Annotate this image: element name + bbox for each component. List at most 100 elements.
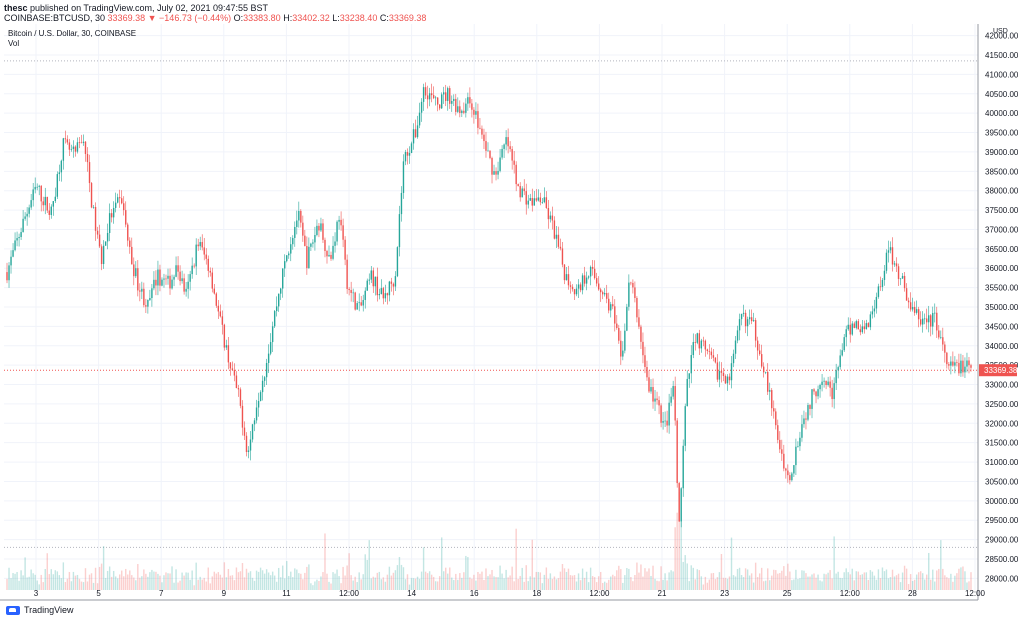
volume-bar — [386, 574, 389, 590]
candle-body — [245, 435, 248, 452]
volume-bar — [455, 573, 457, 590]
volume-bar — [666, 580, 668, 590]
candle-body — [330, 254, 332, 259]
volume-bar — [599, 571, 602, 590]
volume-bar — [284, 578, 286, 590]
candle-body — [589, 266, 592, 277]
volume-bar — [76, 574, 79, 590]
volume-bar — [628, 568, 630, 590]
candle-body — [849, 324, 851, 335]
candle-body — [917, 309, 920, 320]
volume-bar — [112, 570, 115, 590]
footer-brand[interactable]: TradingView — [6, 605, 74, 615]
low-label: L: — [332, 13, 340, 23]
candle-body — [793, 465, 795, 474]
candle-body — [263, 377, 266, 381]
candle-body — [94, 206, 97, 231]
candle-body — [843, 337, 845, 351]
candle-body — [541, 202, 544, 203]
publisher-name: thesc — [4, 3, 28, 13]
candle-body — [306, 246, 308, 269]
candle-body — [360, 302, 362, 306]
volume-bar — [924, 579, 926, 590]
candle-body — [426, 95, 429, 100]
volume-bar — [388, 566, 391, 590]
y-tick-label: 38000.00 — [985, 187, 1019, 196]
candle-body — [352, 292, 354, 294]
candle-body — [223, 324, 226, 348]
volume-bar — [82, 582, 85, 590]
candle-body — [275, 306, 278, 312]
candle-body — [340, 219, 342, 226]
volume-bar — [418, 578, 421, 590]
candle-body — [706, 349, 709, 352]
volume-bar — [849, 574, 851, 590]
last-price-label-bg — [979, 364, 1017, 377]
candle-body — [809, 405, 811, 409]
candle-body — [443, 92, 445, 95]
candle-body — [509, 146, 511, 150]
candle-body — [257, 401, 260, 408]
candle-body — [348, 288, 350, 291]
volume-bar — [469, 577, 471, 590]
candle-body — [28, 207, 30, 214]
candle-body — [129, 240, 131, 247]
candle-body — [121, 198, 123, 204]
candle-body — [30, 200, 32, 208]
candle-body — [438, 104, 441, 109]
open-value: 33383.80 — [243, 13, 281, 23]
volume-bar — [559, 571, 562, 590]
candle-body — [690, 355, 692, 374]
volume-bar — [60, 578, 63, 590]
volume-bar — [853, 580, 855, 590]
volume-bar — [867, 579, 870, 590]
volume-bar — [879, 578, 882, 590]
volume-bar — [290, 571, 292, 590]
candle-body — [938, 330, 940, 338]
volume-bar — [604, 581, 606, 590]
x-tick-label: 16 — [470, 589, 479, 598]
volume-bar — [443, 571, 445, 590]
candle-body — [364, 290, 366, 300]
y-tick-label: 37500.00 — [985, 206, 1019, 215]
candle-body — [54, 196, 57, 202]
candle-body — [175, 265, 177, 277]
candle-body — [746, 319, 749, 327]
chart-title: Bitcoin / U.S. Dollar, 30, COINBASE — [8, 29, 137, 38]
candle-body — [700, 340, 703, 349]
candle-body — [328, 254, 330, 257]
volume-bar — [712, 572, 715, 590]
volume-bar — [779, 573, 781, 590]
candle-body — [571, 286, 574, 290]
candle-body — [557, 234, 560, 247]
candle-body — [191, 265, 193, 275]
volume-bar — [895, 575, 898, 590]
volume-bar — [227, 568, 230, 590]
candle-body — [267, 353, 270, 363]
x-tick-label: 11 — [282, 589, 291, 598]
volume-bar — [595, 582, 598, 590]
volume-bar — [815, 577, 817, 590]
candle-body — [881, 279, 884, 287]
volume-bar — [416, 576, 419, 590]
volume-bar — [38, 584, 40, 590]
candle-body — [722, 372, 725, 377]
candle-body — [177, 265, 179, 272]
volume-bar — [616, 570, 618, 590]
candle-body — [217, 305, 220, 312]
volume-bar — [881, 567, 884, 590]
volume-bar — [189, 579, 191, 590]
candle-body — [396, 247, 399, 277]
volume-bar — [66, 578, 69, 590]
volume-bar — [851, 568, 853, 590]
candle-body — [60, 160, 63, 173]
volume-bar — [686, 563, 688, 590]
candle-body — [420, 101, 423, 113]
candle-body — [718, 370, 721, 380]
candle-body — [88, 162, 91, 184]
candle-body — [265, 362, 268, 378]
volume-bar — [891, 569, 894, 590]
candle-body — [567, 274, 570, 286]
volume-bar — [207, 567, 209, 590]
